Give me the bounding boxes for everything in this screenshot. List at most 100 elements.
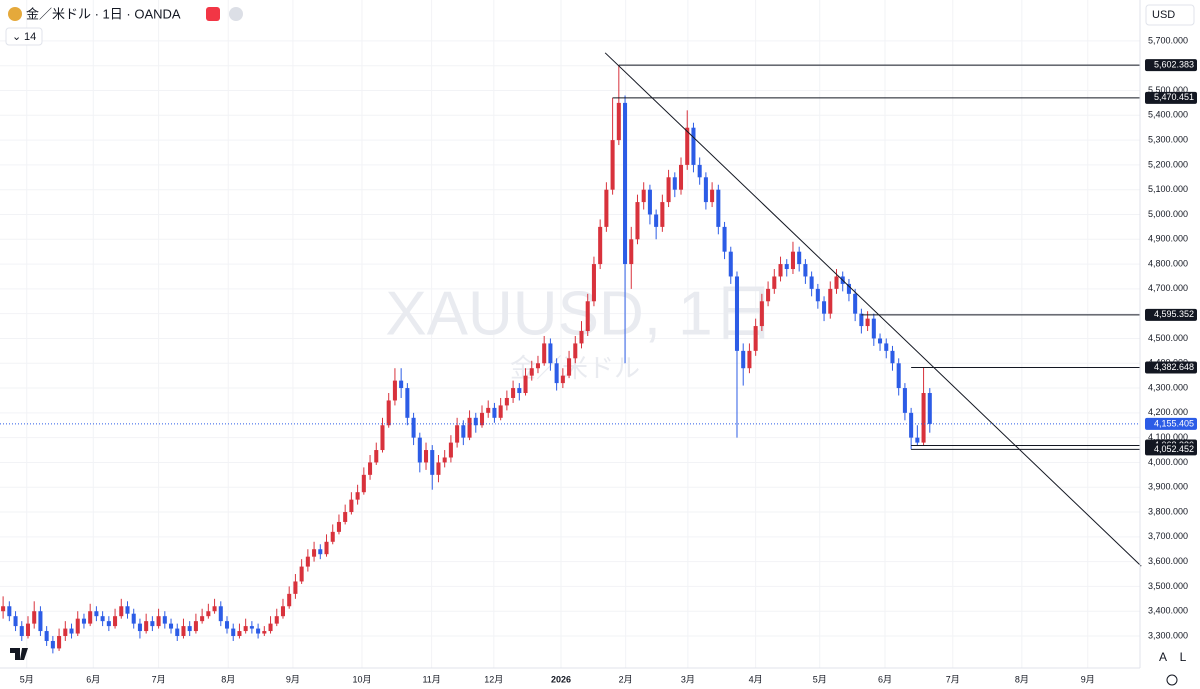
candle-body — [193, 621, 198, 632]
trendline — [604, 52, 1142, 567]
y-tick-label: 3,800.000 — [1148, 506, 1188, 516]
y-tick-label: 5,400.000 — [1148, 110, 1188, 120]
candle-body — [44, 631, 49, 641]
candle-body — [610, 140, 615, 190]
candle-body — [200, 616, 205, 622]
candle-body — [641, 189, 646, 203]
auto-scale-button[interactable]: A — [1159, 650, 1167, 664]
x-tick-label: 2月 — [619, 674, 633, 684]
currency-button[interactable] — [1145, 4, 1195, 26]
price-label-box — [1145, 91, 1197, 104]
candle-body — [368, 462, 373, 475]
candle-body — [106, 621, 111, 627]
price-label-box — [1145, 308, 1197, 321]
candle-body — [535, 363, 540, 369]
candle-body — [175, 628, 180, 637]
currency-label: USD — [1152, 9, 1175, 21]
candle-body — [766, 288, 771, 302]
price-label-box — [1145, 361, 1197, 374]
x-tick-label: 9月 — [286, 674, 300, 684]
candle-body — [380, 425, 385, 451]
candle-body — [672, 177, 677, 190]
candle-body — [75, 618, 80, 634]
candle-body — [660, 202, 665, 227]
candle-body — [13, 616, 18, 627]
symbol-icon — [8, 7, 22, 21]
candle-body — [181, 626, 186, 637]
candle-body — [169, 623, 174, 629]
candle-body — [753, 326, 758, 351]
candle-body — [299, 566, 304, 582]
candle-body — [560, 375, 565, 384]
candle-body — [262, 631, 267, 634]
candle-body — [274, 616, 279, 624]
candle-body — [747, 350, 752, 369]
candle-body — [915, 437, 920, 443]
candle-body — [647, 189, 652, 215]
logo — [10, 648, 28, 660]
alert-icon[interactable] — [206, 7, 220, 21]
candle-body — [896, 363, 901, 389]
x-tick-label: 4月 — [749, 674, 763, 684]
candle-body — [728, 251, 733, 277]
grid — [0, 0, 1140, 668]
x-tick-label: 7月 — [946, 674, 960, 684]
price-label: 4,595.352 — [1154, 309, 1194, 319]
y-tick-label: 5,500.000 — [1148, 85, 1188, 95]
candle-body — [268, 623, 273, 632]
x-tick-label: 6月 — [86, 674, 100, 684]
badge-text: 14 — [24, 31, 36, 43]
candle-body — [417, 437, 422, 463]
y-tick-label: 4,300.000 — [1148, 382, 1188, 392]
candle-body — [305, 556, 310, 567]
candle-body — [150, 621, 155, 627]
price-label-box — [1145, 443, 1197, 456]
price-label: 4,382.648 — [1154, 362, 1194, 372]
candle-body — [119, 606, 124, 617]
candle-body — [280, 606, 285, 617]
candle-body — [921, 393, 926, 443]
menu-icon[interactable] — [229, 7, 243, 21]
candle-body — [722, 226, 727, 252]
price-label: 4,052.452 — [1154, 444, 1194, 454]
candle-body — [461, 425, 466, 438]
candle-body — [511, 388, 516, 398]
x-tick-label: 5月 — [813, 674, 827, 684]
y-tick-label: 4,000.000 — [1148, 457, 1188, 467]
indicator-badge[interactable] — [5, 27, 43, 46]
candle-body — [125, 606, 130, 614]
candle-body — [374, 450, 379, 463]
x-tick-label: 5月 — [20, 674, 34, 684]
candle-body — [778, 264, 783, 277]
y-tick-label: 5,200.000 — [1148, 159, 1188, 169]
y-tick-label: 4,900.000 — [1148, 234, 1188, 244]
candle-body — [498, 405, 503, 418]
candle-body — [741, 350, 746, 369]
candle-body — [567, 358, 572, 376]
candle-body — [504, 397, 509, 406]
candle-body — [57, 636, 62, 649]
candle-body — [411, 417, 416, 438]
settings-icon[interactable] — [1166, 674, 1178, 686]
candle-body — [579, 331, 584, 344]
candle-body — [100, 616, 105, 622]
candle-body — [573, 343, 578, 359]
log-scale-button[interactable]: L — [1180, 650, 1187, 664]
candle-body — [678, 164, 684, 190]
candle-body — [492, 407, 497, 418]
candle-body — [88, 611, 93, 624]
price-label: 5,602.383 — [1154, 59, 1194, 69]
candle-body — [256, 628, 261, 634]
candle-body — [803, 264, 808, 277]
candle-body — [386, 400, 391, 426]
y-tick-label: 3,900.000 — [1148, 482, 1188, 492]
x-tick-label: 10月 — [352, 674, 371, 684]
candle-body — [94, 611, 99, 617]
candle-body — [629, 239, 634, 265]
axes: 3,300.000 3,400.000 3,500.000 3,600.000 3,70… — [20, 35, 1197, 684]
candle-body — [293, 581, 298, 594]
y-tick-label: 4,800.000 — [1148, 258, 1188, 268]
candle-body — [19, 626, 24, 637]
candle-body — [7, 606, 12, 617]
candle-body — [162, 616, 167, 624]
